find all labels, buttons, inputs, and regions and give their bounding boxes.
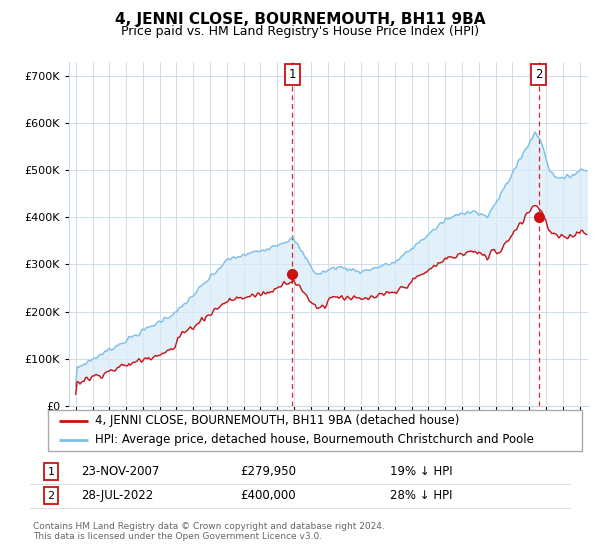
Text: 1: 1 <box>47 466 55 477</box>
Text: Contains HM Land Registry data © Crown copyright and database right 2024.
This d: Contains HM Land Registry data © Crown c… <box>33 522 385 542</box>
Text: 1: 1 <box>289 68 296 81</box>
Text: 28% ↓ HPI: 28% ↓ HPI <box>390 489 452 502</box>
Text: 4, JENNI CLOSE, BOURNEMOUTH, BH11 9BA (detached house): 4, JENNI CLOSE, BOURNEMOUTH, BH11 9BA (d… <box>95 414 460 427</box>
Text: 19% ↓ HPI: 19% ↓ HPI <box>390 465 452 478</box>
Text: 2: 2 <box>47 491 55 501</box>
Text: 2: 2 <box>535 68 542 81</box>
Text: 28-JUL-2022: 28-JUL-2022 <box>81 489 153 502</box>
Text: 4, JENNI CLOSE, BOURNEMOUTH, BH11 9BA: 4, JENNI CLOSE, BOURNEMOUTH, BH11 9BA <box>115 12 485 27</box>
Text: HPI: Average price, detached house, Bournemouth Christchurch and Poole: HPI: Average price, detached house, Bour… <box>95 433 534 446</box>
Text: £279,950: £279,950 <box>240 465 296 478</box>
Text: £400,000: £400,000 <box>240 489 296 502</box>
Text: Price paid vs. HM Land Registry's House Price Index (HPI): Price paid vs. HM Land Registry's House … <box>121 25 479 38</box>
Text: 23-NOV-2007: 23-NOV-2007 <box>81 465 160 478</box>
